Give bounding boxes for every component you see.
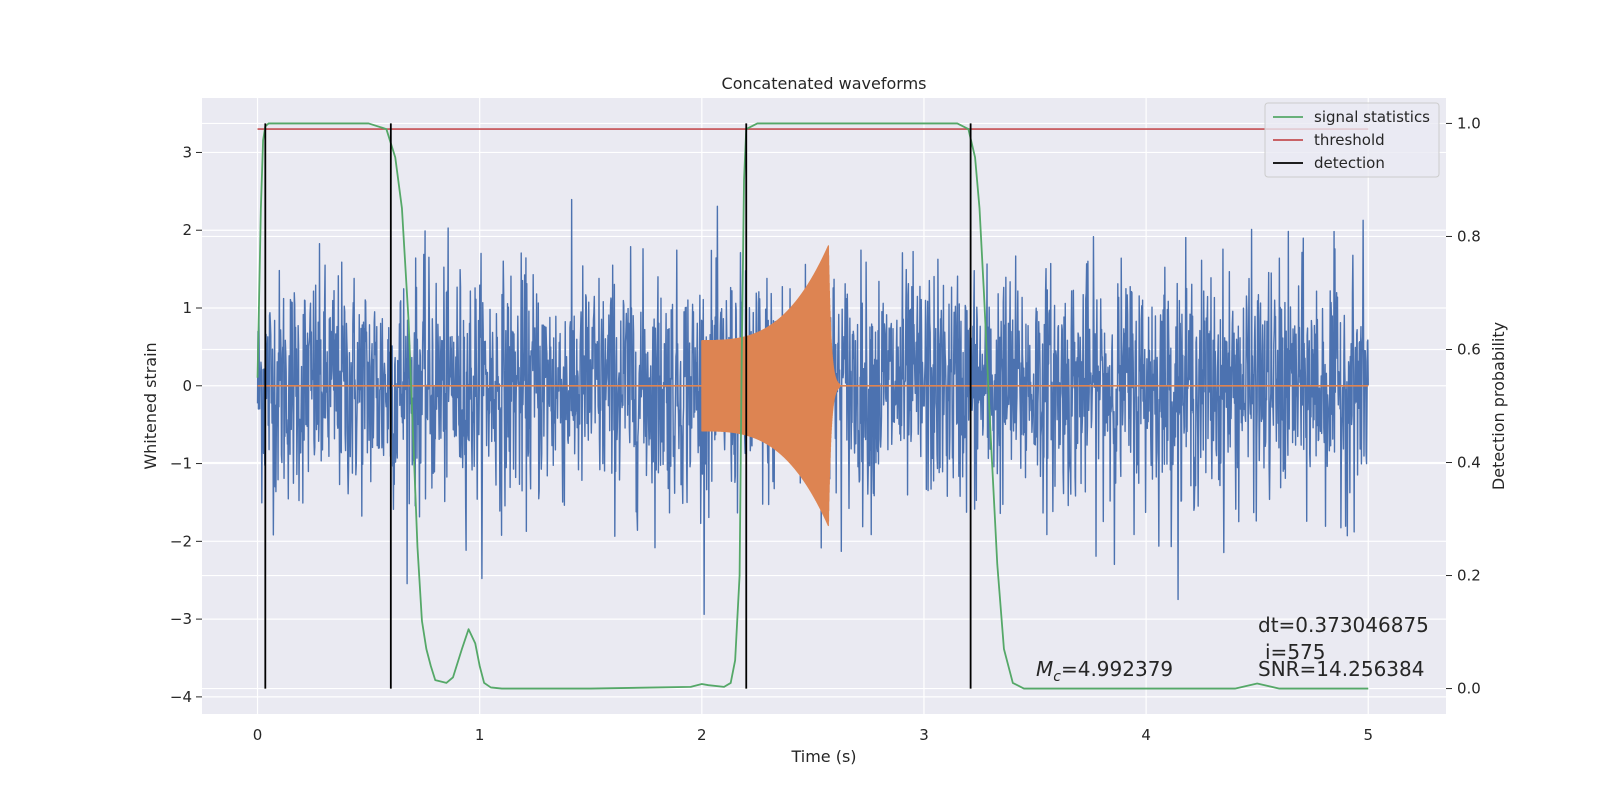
chirp-mass-symbol: M [1036, 657, 1053, 681]
chirp-mass-value: =4.992379 [1061, 657, 1173, 681]
x-tick-label: 5 [1363, 726, 1373, 744]
right-axis-tick-label: 0.6 [1457, 340, 1481, 358]
x-axis-ticks: 0 1 2 3 4 5 [253, 726, 1373, 744]
right-axis-tick-label: 0.0 [1457, 680, 1481, 698]
legend-label-signal-statistics: signal statistics [1314, 108, 1430, 126]
right-axis-label: Detection probability [1489, 322, 1508, 490]
y-tick-label: 2 [182, 221, 192, 239]
index-annotation: i=575 [1265, 640, 1326, 664]
x-tick-label: 2 [697, 726, 707, 744]
detection-markers [264, 123, 972, 689]
y-tick-label: −3 [170, 610, 192, 628]
x-axis-label: Time (s) [790, 747, 856, 766]
legend: signal statistics threshold detection [1264, 102, 1440, 178]
right-axis-ticks: 0.0 0.2 0.4 0.6 0.8 1.0 [1446, 114, 1481, 698]
chirp-mass-subscript: c [1053, 669, 1061, 685]
y-tick-label: 3 [182, 143, 192, 161]
chart-title: Concatenated waveforms [722, 74, 927, 93]
right-axis-tick-label: 0.2 [1457, 567, 1481, 585]
x-tick-label: 1 [475, 726, 485, 744]
y-axis-ticks: −4 −3 −2 −1 0 1 2 3 [170, 143, 202, 706]
right-axis-tick-label: 1.0 [1457, 114, 1481, 132]
legend-label-detection: detection [1314, 154, 1385, 172]
y-tick-label: −2 [170, 532, 192, 550]
signal-statistics-series-line [256, 122, 1369, 690]
y-tick-label: 0 [182, 377, 192, 395]
y-tick-label: −4 [170, 688, 192, 706]
chirp-mass-annotation: Mc=4.992379 [1036, 657, 1173, 685]
x-tick-label: 4 [1141, 726, 1151, 744]
dt-annotation: dt=0.373046875 [1258, 613, 1429, 637]
y-axis-label: Whitened strain [141, 342, 160, 469]
y-tick-label: −1 [170, 455, 192, 473]
legend-label-threshold: threshold [1314, 131, 1385, 149]
right-axis-tick-label: 0.4 [1457, 454, 1481, 472]
right-axis-tick-label: 0.8 [1457, 227, 1481, 245]
y-tick-label: 1 [182, 299, 192, 317]
x-tick-label: 3 [919, 726, 929, 744]
snr-annotation: SNR=14.256384 [1258, 657, 1424, 681]
x-tick-label: 0 [253, 726, 263, 744]
legend-box [1264, 102, 1440, 178]
